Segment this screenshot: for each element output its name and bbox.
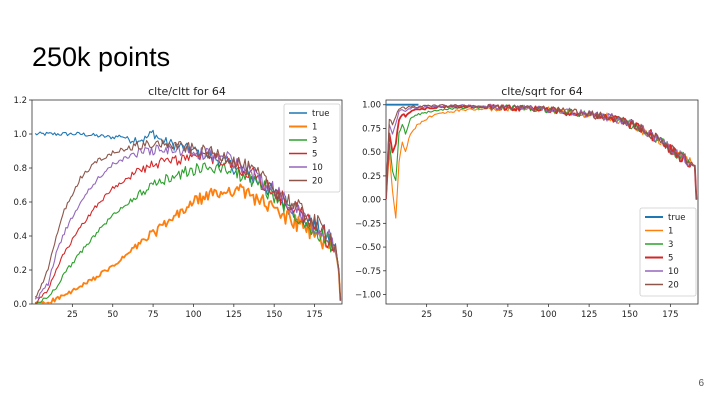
y-tick-label: −0.75 <box>355 267 381 277</box>
y-tick-label: 0.50 <box>362 148 381 158</box>
legend-label-true: true <box>668 213 685 223</box>
x-tick-label: 75 <box>502 310 513 320</box>
y-tick-label: 0.6 <box>13 198 27 208</box>
y-tick-label: 0.25 <box>362 172 381 182</box>
y-tick-label: 0.00 <box>362 196 381 206</box>
chart-title: clte/cltt for 64 <box>148 85 226 98</box>
x-tick-label: 50 <box>107 310 118 320</box>
x-tick-label: 25 <box>67 310 78 320</box>
legend-label-10: 10 <box>312 163 323 173</box>
y-tick-label: 0.0 <box>13 300 27 310</box>
y-tick-label: 1.00 <box>362 101 381 111</box>
x-tick-label: 100 <box>540 310 556 320</box>
x-tick-label: 150 <box>266 310 282 320</box>
series-line-10 <box>34 144 341 301</box>
x-tick-label: 175 <box>662 310 678 320</box>
legend-label-20: 20 <box>312 177 323 187</box>
legend-label-3: 3 <box>312 136 317 146</box>
x-tick-label: 100 <box>185 310 201 320</box>
y-tick-label: 1.0 <box>13 130 27 140</box>
series-group <box>386 103 698 219</box>
x-tick-label: 150 <box>622 310 638 320</box>
series-line-20 <box>34 139 341 301</box>
series-line-20 <box>386 103 697 200</box>
y-tick-label: 1.2 <box>13 96 27 106</box>
chart-clte-sqrt: clte/sqrt for 64 25 50 75 100 125 150 175 1.00 0.… <box>355 85 699 320</box>
y-tick-label: −1.00 <box>355 291 381 301</box>
series-group <box>34 129 342 304</box>
x-tick-label: 25 <box>421 310 432 320</box>
y-tick-label: 0.75 <box>362 124 381 134</box>
x-tick-label: 125 <box>581 310 597 320</box>
x-tick-label: 125 <box>226 310 242 320</box>
chart-title: clte/sqrt for 64 <box>501 85 583 98</box>
legend-label-3: 3 <box>668 240 673 250</box>
y-tick-label: 0.2 <box>13 266 27 276</box>
legend-label-5: 5 <box>312 150 317 160</box>
x-tick-label: 50 <box>462 310 473 320</box>
y-tick-label: 0.4 <box>13 232 27 242</box>
x-tick-label: 175 <box>306 310 322 320</box>
chart-clte-cltt: clte/cltt for 64 25 50 75 100 125 150 175 0.0 0.2… <box>13 85 343 320</box>
x-tick-label: 75 <box>148 310 159 320</box>
y-tick-label: −0.50 <box>355 243 381 253</box>
legend-label-true: true <box>312 109 329 119</box>
legend-label-1: 1 <box>668 227 673 237</box>
y-tick-label: −0.25 <box>355 219 381 229</box>
series-line-1 <box>34 183 342 304</box>
y-tick-label: 0.8 <box>13 164 27 174</box>
legend-label-10: 10 <box>668 267 679 277</box>
legend-label-1: 1 <box>312 123 317 133</box>
slide-title: 250k points <box>32 42 171 72</box>
legend-label-20: 20 <box>668 281 679 291</box>
page-number: 6 <box>698 378 704 389</box>
legend-label-5: 5 <box>668 254 673 264</box>
